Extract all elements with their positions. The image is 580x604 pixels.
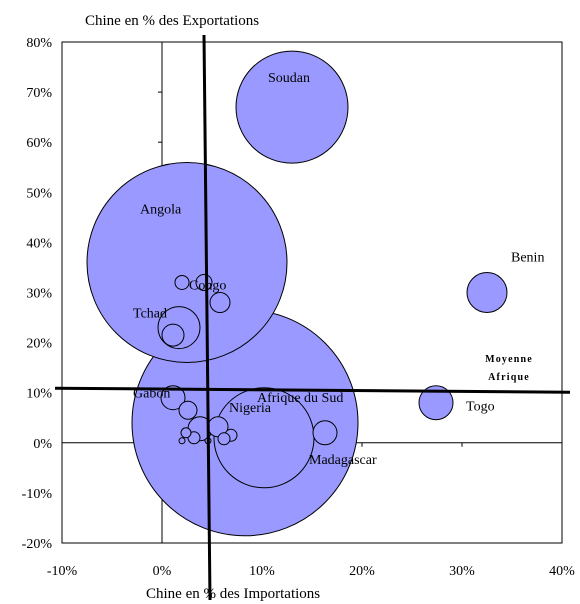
x-tick-label: 40% — [549, 564, 575, 579]
x-tick-label: -10% — [47, 564, 78, 579]
x-tick-label: 0% — [153, 564, 172, 579]
label-angola: Angola — [140, 202, 182, 217]
bubble-madagascar — [312, 420, 338, 446]
bubble — [180, 427, 192, 439]
y-tick-label: 40% — [26, 236, 52, 251]
label-benin: Benin — [511, 251, 544, 266]
bubble — [209, 292, 231, 314]
y-tick-label: -10% — [22, 487, 53, 502]
label-soudan: Soudan — [268, 71, 310, 86]
average-lines — [54, 34, 571, 601]
label-tchad: Tchad — [133, 307, 167, 322]
x-tick-label: 20% — [349, 564, 375, 579]
label-afrique-du-sud: Afrique du Sud — [257, 391, 343, 406]
x-axis-title: Chine en % des Importations — [146, 586, 320, 602]
y-tick-label: 0% — [33, 437, 52, 452]
label-gabon: Gabon — [133, 387, 170, 402]
y-tick-label: 30% — [26, 287, 52, 302]
y-tick-label: 70% — [26, 86, 52, 101]
average-label-line-2: Afrique — [488, 372, 530, 383]
bubble — [178, 437, 186, 445]
bubble-angola — [86, 161, 288, 363]
bubble — [178, 400, 198, 420]
bubbles — [86, 50, 508, 537]
y-tick-label: 50% — [26, 186, 52, 201]
y-tick-label: 80% — [26, 36, 52, 51]
label-congo: Congo — [189, 278, 226, 293]
label-togo: Togo — [466, 400, 495, 415]
average-line-horizontal — [54, 386, 571, 394]
average-label-line-1: Moyenne — [485, 354, 533, 365]
y-tick-label: -20% — [22, 537, 53, 552]
label-madagascar: Madagascar — [309, 453, 377, 468]
average-line-vertical — [202, 34, 212, 601]
x-tick-label: 30% — [449, 564, 475, 579]
tick-labels: -20% -10% 0% 10% 20% 30% 40% 50% 60% 70% 80% -10% 0%… — [22, 36, 575, 579]
x-tick-label: 10% — [249, 564, 275, 579]
y-tick-label: 20% — [26, 337, 52, 352]
bubble — [217, 432, 231, 446]
bubble-benin — [466, 272, 508, 313]
label-nigeria: Nigeria — [229, 401, 272, 416]
y-tick-label: 10% — [26, 387, 52, 402]
bubble — [161, 323, 185, 347]
bubble — [174, 274, 190, 290]
bubble-gabon — [160, 385, 186, 411]
bubble-togo — [418, 385, 454, 421]
bubble-soudan — [235, 50, 349, 164]
y-axis-title: Chine en % des Exportations — [85, 13, 259, 29]
plot-frame — [61, 41, 563, 544]
y-tick-label: 60% — [26, 136, 52, 151]
bubble-labels: Soudan Benin Angola Congo Tchad Afrique du Su… — [133, 71, 544, 468]
